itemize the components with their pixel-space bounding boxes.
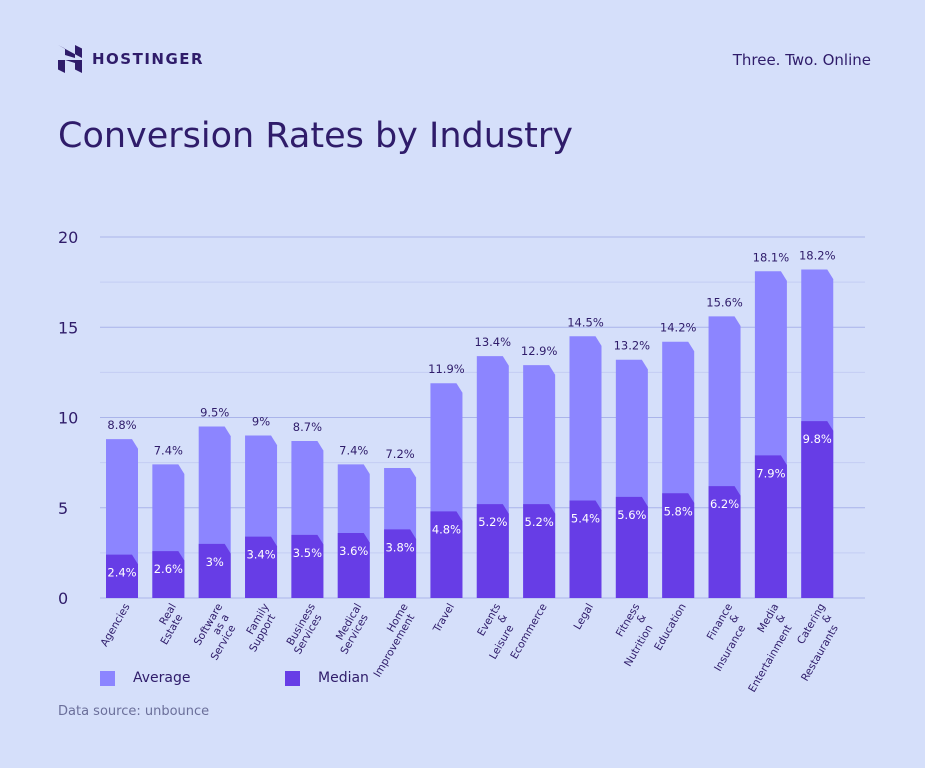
bar-median [801, 421, 834, 598]
x-tick-label: Legal [572, 602, 596, 632]
x-tick-label: FamilySupport [237, 602, 281, 655]
legend-swatch-average [100, 670, 115, 686]
x-tick-label: Media&Entertainment [727, 602, 800, 695]
data-label-average: 13.2% [614, 339, 651, 353]
data-label-median: 5.2% [478, 515, 507, 529]
legend-median: Median [285, 670, 369, 686]
data-label-median: 2.4% [107, 566, 136, 580]
x-tick-label: Finance&Insurance [693, 602, 754, 674]
data-label-median: 3.8% [385, 540, 414, 554]
x-tick-label: MedicalServices [329, 602, 374, 657]
x-tick-label-line: Entertainment [746, 623, 794, 695]
hostinger-logo-icon [58, 45, 82, 73]
x-tick-label-line: & [634, 612, 648, 625]
data-source: Data source: unbounce [58, 704, 210, 719]
data-label-average: 15.6% [706, 295, 743, 309]
bar-median [291, 534, 324, 598]
data-label-average: 7.4% [154, 443, 183, 457]
x-tick-label-line: & [495, 612, 509, 625]
y-tick-label: 0 [58, 589, 68, 608]
data-label-average: 11.9% [428, 362, 465, 376]
bar-median [476, 504, 509, 598]
data-label-median: 4.8% [432, 522, 461, 536]
x-tick-label: Fitness&Nutrition [603, 602, 661, 669]
bar-median [152, 551, 185, 598]
data-label-average: 14.2% [660, 321, 697, 335]
data-label-average: 18.2% [799, 248, 836, 262]
data-label-median: 3% [206, 555, 224, 569]
brand-logo: HOSTINGER [58, 45, 204, 73]
data-label-average: 14.5% [567, 315, 604, 329]
data-label-median: 5.8% [664, 504, 693, 518]
x-tick-label: BusinessServices [282, 602, 327, 657]
data-label-median: 5.6% [617, 508, 646, 522]
x-tick-label-line: & [774, 612, 788, 625]
x-tick-label: Agencies [98, 602, 132, 649]
y-tick-label: 5 [58, 499, 68, 518]
bar-median [198, 543, 231, 598]
x-tick-label: RealEstate [149, 602, 189, 647]
x-tick-label-line: Education [652, 602, 689, 653]
bar-median [384, 529, 417, 598]
chart-title: Conversion Rates by Industry [58, 116, 573, 156]
y-tick-label: 20 [58, 228, 78, 247]
bar-median [662, 493, 695, 598]
data-label-median: 3.6% [339, 544, 368, 558]
legend-average: Average [100, 670, 191, 686]
bar-median [430, 511, 463, 598]
data-label-average: 9.5% [200, 406, 229, 420]
data-label-average: 8.7% [293, 420, 322, 434]
data-label-median: 3.4% [246, 548, 275, 562]
data-label-median: 6.2% [710, 497, 739, 511]
data-label-median: 3.5% [293, 546, 322, 560]
bar-median [615, 496, 648, 598]
legend-swatch-median [285, 670, 300, 686]
data-label-median: 5.2% [525, 515, 554, 529]
data-label-average: 7.4% [339, 443, 368, 457]
data-label-median: 2.6% [154, 562, 183, 576]
data-label-average: 18.1% [753, 250, 790, 264]
tagline: Three. Two. Online [732, 51, 871, 69]
bar-median [106, 554, 138, 598]
bar-median [337, 533, 370, 598]
bar-median [569, 500, 602, 598]
data-label-average: 9% [252, 415, 270, 429]
bar-median [754, 455, 787, 598]
data-label-average: 12.9% [521, 344, 558, 358]
y-tick-label: 10 [58, 409, 78, 428]
x-tick-label: Catering&Restaurants [780, 602, 847, 684]
data-label-median: 5.4% [571, 512, 600, 526]
x-tick-label: HomeImprovement [362, 602, 420, 680]
brand-name: HOSTINGER [92, 50, 205, 68]
x-tick-label: Softwareas aService [189, 602, 244, 663]
y-tick-label: 15 [58, 318, 78, 337]
legend-label-average: Average [133, 670, 191, 686]
data-label-average: 7.2% [385, 447, 414, 461]
x-tick-label: Travel [431, 602, 458, 636]
data-label-median: 9.8% [803, 432, 832, 446]
data-label-average: 13.4% [475, 335, 512, 349]
legend-label-median: Median [318, 670, 369, 686]
bar-median [708, 486, 741, 598]
x-tick-label-line: & [820, 612, 834, 625]
x-tick-label-line: Legal [572, 602, 596, 632]
x-tick-label-line: Agencies [98, 602, 132, 649]
x-tick-label-line: Travel [431, 602, 458, 636]
data-label-median: 7.9% [756, 466, 785, 480]
x-tick-label: Education [652, 602, 689, 653]
x-tick-label-line: & [727, 612, 741, 625]
bar-median [523, 504, 556, 598]
bar-median [245, 536, 278, 598]
data-label-average: 8.8% [107, 418, 136, 432]
